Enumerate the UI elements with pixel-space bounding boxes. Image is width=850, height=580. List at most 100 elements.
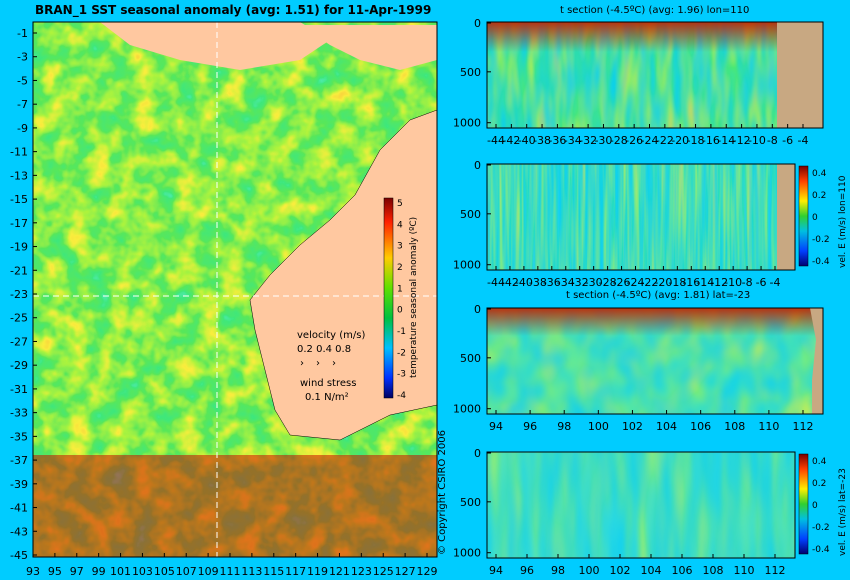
colorbar-tick-label: -0.4 [812, 545, 830, 555]
sst-colorbar-tick-label: 1 [397, 284, 403, 294]
lat-tick-label: -17 [10, 217, 28, 230]
y-tick-label: 500 [460, 208, 481, 221]
y-tick-label: 1000 [453, 259, 481, 272]
panel-b-plot [487, 164, 795, 270]
sst-colorbar-tick-label: 2 [397, 263, 403, 273]
x-tick-label: -16 [682, 276, 700, 289]
panel-c-surface-warm [487, 308, 823, 336]
lat-tick-label: -45 [10, 549, 28, 562]
x-tick-label: -26 [613, 276, 631, 289]
java-land [100, 22, 330, 70]
lat-tick-label: -37 [10, 454, 28, 467]
lon-tick-label: 129 [417, 565, 438, 578]
x-tick-label: -38 [533, 134, 551, 147]
lon-tick-label: 105 [154, 565, 175, 578]
y-tick-label: 500 [460, 352, 481, 365]
velocity-legend-arrows: ››› [300, 358, 348, 369]
y-tick-label: 0 [474, 159, 481, 172]
lat-tick-label: -3 [17, 51, 28, 64]
southern-warm-band [33, 455, 437, 557]
x-tick-label: 112 [765, 564, 786, 577]
lat-tick-label: -11 [10, 146, 28, 159]
x-tick-label: -28 [610, 134, 628, 147]
x-tick-label: -6 [756, 276, 767, 289]
x-tick-label: -40 [515, 276, 533, 289]
x-tick-label: 108 [703, 564, 724, 577]
colorbar-tick-label: 0.2 [812, 191, 826, 201]
x-tick-label: 100 [588, 420, 609, 433]
lon-tick-label: 97 [70, 565, 84, 578]
colorbar-tick-label: -0.4 [812, 257, 830, 267]
lat-tick-label: -7 [17, 98, 28, 111]
x-tick-label: 108 [724, 420, 745, 433]
colorbar-tick-label: 0.4 [812, 169, 827, 179]
panel-a-surface-warm [487, 22, 777, 52]
x-tick-label: -40 [518, 134, 536, 147]
y-tick-label: 0 [474, 447, 481, 460]
panel-b-land [777, 164, 795, 270]
lat-tick-label: -23 [10, 288, 28, 301]
lat-tick-label: -15 [10, 193, 28, 206]
lon-tick-label: 121 [329, 565, 350, 578]
x-tick-label: -22 [656, 134, 674, 147]
x-tick-label: -8 [742, 276, 753, 289]
panel-c-title: t section (-4.5ºC) (avg: 1.81) lat=-23 [566, 290, 751, 301]
x-tick-label: -36 [543, 276, 561, 289]
x-tick-label: 96 [520, 564, 534, 577]
section-panels: 05001000-44-42-40-38-36-34-32-30-28-26-2… [453, 17, 830, 577]
lon-tick-label: 95 [48, 565, 62, 578]
panel-frame [486, 451, 796, 559]
panel-frame [486, 163, 796, 271]
y-tick-label: 1000 [453, 547, 481, 560]
x-tick-label: -4 [770, 276, 781, 289]
x-tick-label: 98 [557, 420, 571, 433]
lon-tick-label: 115 [263, 565, 284, 578]
sst-colorbar-ticks: 5 4 3 2 1 0 -1 -2 -3 -4 [397, 199, 406, 401]
lat-tick-label: -35 [10, 430, 28, 443]
panel-d-axes: 0 500 1000 94 96 98 100 102 104 106 108 110 112 0.4 0.… [453, 447, 830, 577]
sst-colorbar-tick-label: -1 [397, 327, 406, 337]
panel-c-land [810, 308, 823, 414]
y-tick-label: 500 [460, 66, 481, 79]
x-tick-label: -36 [548, 134, 566, 147]
panel-frame [486, 307, 824, 415]
lon-tick-label: 119 [307, 565, 328, 578]
x-tick-label: -34 [557, 276, 575, 289]
x-tick-label: -12 [733, 134, 751, 147]
x-tick-label: -32 [571, 276, 589, 289]
x-tick-label: 100 [579, 564, 600, 577]
x-tick-label: -34 [564, 134, 582, 147]
x-tick-label: 110 [758, 420, 779, 433]
sst-colorbar-tick-label: -4 [397, 391, 406, 401]
lat-tick-label: -41 [10, 502, 28, 515]
panel-b-axes: 05001000-44-42-40-38-36-34-32-30-28-26-2… [453, 159, 830, 289]
x-tick-label: -22 [640, 276, 658, 289]
x-tick-label: -42 [501, 276, 519, 289]
x-tick-label: 106 [672, 564, 693, 577]
map-lat-axis: -1 -3 -5 -7 -9 -11 -13 -15 -17 -19 -21 -23 -25 -27 -29… [10, 27, 37, 562]
lon-tick-label: 127 [395, 565, 416, 578]
lon-tick-label: 99 [92, 565, 106, 578]
colorbar-tick-label: 0 [812, 213, 818, 223]
sst-colorbar-tick-label: 3 [397, 242, 403, 252]
panel-b-colorbar-label: vel. E (m/s) lon=110 [838, 175, 848, 268]
lat-tick-label: -43 [10, 525, 28, 538]
lat-tick-label: -27 [10, 335, 28, 348]
lon-tick-label: 109 [198, 565, 219, 578]
lat-tick-label: -39 [10, 478, 28, 491]
x-tick-label: 112 [793, 420, 814, 433]
wind-legend-value: 0.1 N/m² [305, 392, 349, 403]
lon-tick-label: 103 [132, 565, 153, 578]
x-tick-label: -10 [724, 276, 742, 289]
x-tick-label: -24 [627, 276, 645, 289]
x-tick-label: 102 [610, 564, 631, 577]
lat-tick-label: -19 [10, 241, 28, 254]
map-lon-axis: 93 95 97 99 101 103 105 107 109 111 113 115 117 119 12… [26, 21, 438, 578]
x-tick-label: 110 [734, 564, 755, 577]
y-tick-label: 1000 [453, 117, 481, 130]
panel-b-colorbar [798, 165, 809, 267]
lon-tick-label: 101 [110, 565, 131, 578]
colorbar-tick-label: 0.2 [812, 479, 826, 489]
x-tick-label: -30 [585, 276, 603, 289]
x-tick-label: 106 [690, 420, 711, 433]
